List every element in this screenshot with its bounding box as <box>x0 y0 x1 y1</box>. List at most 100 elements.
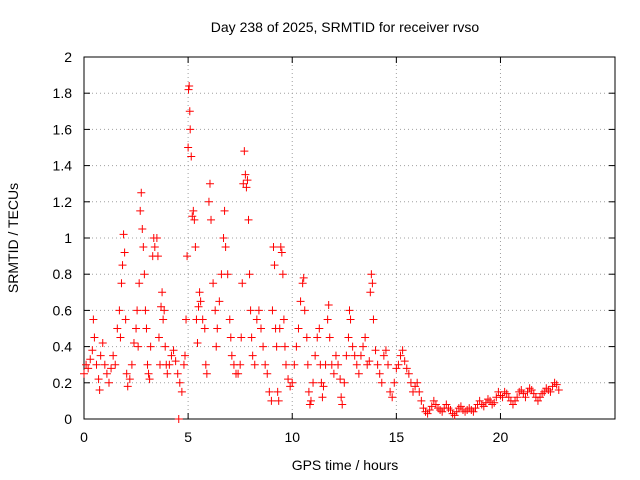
y-tick-label: 2 <box>64 49 72 65</box>
data-point <box>298 279 307 288</box>
data-points <box>80 81 563 423</box>
data-point <box>247 333 256 342</box>
data-point <box>542 384 551 393</box>
data-point <box>511 396 520 405</box>
data-point <box>342 351 351 360</box>
data-point <box>240 147 249 156</box>
data-point <box>169 346 178 355</box>
data-point <box>100 360 109 369</box>
data-point <box>446 405 455 414</box>
data-point <box>89 315 98 324</box>
data-point <box>336 375 345 384</box>
data-point <box>139 243 148 252</box>
data-point <box>290 360 299 369</box>
data-point <box>325 333 334 342</box>
data-point <box>477 400 486 409</box>
data-point <box>375 369 384 378</box>
data-point <box>202 369 211 378</box>
data-point <box>366 288 375 297</box>
data-point <box>96 351 105 360</box>
data-point <box>554 386 563 395</box>
data-point <box>334 360 343 369</box>
data-point <box>261 360 270 369</box>
data-point <box>361 333 370 342</box>
data-point <box>415 387 424 396</box>
data-point <box>133 306 142 315</box>
data-point <box>205 179 214 188</box>
data-point <box>144 369 153 378</box>
data-point <box>550 378 559 387</box>
data-point <box>552 380 561 389</box>
data-point <box>311 351 320 360</box>
data-point <box>136 206 145 215</box>
data-point <box>185 107 194 116</box>
data-point <box>354 369 363 378</box>
data-point <box>319 382 328 391</box>
data-point <box>544 386 553 395</box>
data-point <box>154 333 163 342</box>
data-point <box>373 360 382 369</box>
data-point <box>438 407 447 416</box>
data-point <box>248 351 257 360</box>
data-point <box>538 389 547 398</box>
data-point <box>523 387 532 396</box>
data-point <box>135 279 144 288</box>
data-point <box>313 333 322 342</box>
data-point <box>425 405 434 414</box>
data-point <box>257 324 265 333</box>
data-point <box>115 306 124 315</box>
data-point <box>404 369 413 378</box>
x-tick-label: 20 <box>493 429 509 445</box>
data-point <box>469 407 478 416</box>
data-point <box>226 333 235 342</box>
data-point <box>379 351 388 360</box>
data-point <box>179 360 188 369</box>
data-point <box>452 407 461 416</box>
data-point <box>269 243 278 252</box>
data-point <box>167 351 176 360</box>
data-point <box>104 378 113 387</box>
data-point <box>371 346 380 355</box>
data-point <box>346 315 355 324</box>
data-point <box>185 81 194 90</box>
y-tick-label: 1.6 <box>53 121 73 137</box>
data-point <box>527 386 536 395</box>
y-tick-label: 0.2 <box>53 375 73 391</box>
data-point <box>190 215 199 224</box>
data-point <box>116 333 125 342</box>
data-point <box>368 279 377 288</box>
data-point <box>525 384 534 393</box>
data-point <box>381 346 390 355</box>
data-point <box>411 382 420 391</box>
data-point <box>388 393 397 402</box>
data-point <box>344 333 353 342</box>
data-point <box>88 346 97 355</box>
data-point <box>369 315 378 324</box>
data-point <box>234 369 243 378</box>
data-point <box>519 389 528 398</box>
data-point <box>244 215 253 224</box>
data-point <box>238 279 247 288</box>
data-point <box>288 378 297 387</box>
data-point <box>488 400 497 409</box>
data-point <box>184 85 193 94</box>
data-point <box>481 398 490 407</box>
data-point <box>272 342 281 351</box>
data-point <box>490 398 499 407</box>
data-point <box>195 288 204 297</box>
data-point <box>278 270 287 279</box>
data-point <box>160 306 169 315</box>
y-tick-label: 1.4 <box>53 158 73 174</box>
data-point <box>323 315 332 324</box>
data-point <box>479 402 488 411</box>
data-point <box>180 351 189 360</box>
data-point <box>198 315 207 324</box>
data-point <box>127 360 136 369</box>
data-point <box>467 405 476 414</box>
data-point <box>475 396 484 405</box>
data-point <box>82 360 91 369</box>
data-point <box>292 342 301 351</box>
data-point <box>250 360 259 369</box>
data-point <box>529 389 538 398</box>
data-point <box>394 360 403 369</box>
